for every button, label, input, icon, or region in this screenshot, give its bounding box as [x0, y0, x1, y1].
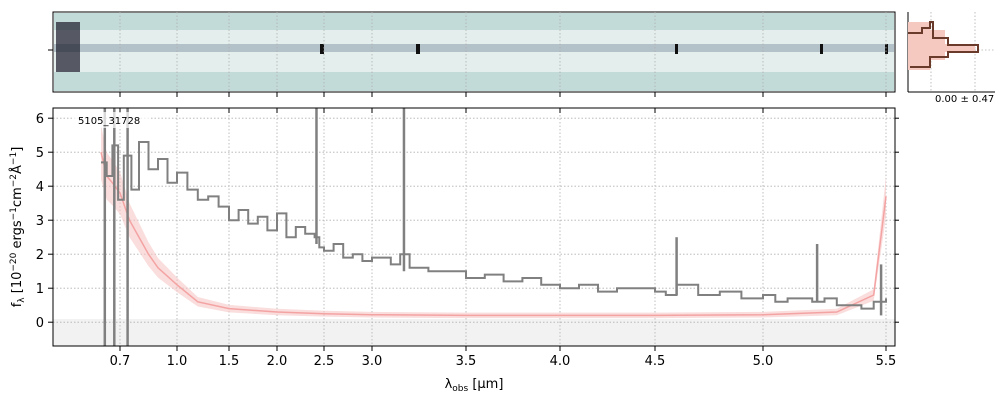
profile-stat-label: 0.00 ± 0.47 [935, 94, 994, 105]
x-tick-label: 3.5 [456, 354, 477, 369]
cutout-trace-core [54, 44, 894, 52]
cutout-emission-knot [820, 44, 823, 54]
spectrum-panel: 0.7 1.0 1.5 2.0 2.5 3.0 3.5 4.0 4.5 5.0 5.5 0 1 2 3 4 5… [36, 107, 899, 369]
spectrum-frame [52, 107, 896, 347]
y-ticks: 0 1 2 3 4 5 6 [36, 112, 899, 331]
x-tick-label: 1.0 [167, 354, 188, 369]
object-label-bg [72, 112, 150, 128]
cutout-panel [48, 11, 896, 97]
cutout-emission-knot [416, 44, 420, 54]
model-series-line [100, 152, 887, 317]
y-tick-label: 6 [36, 112, 44, 127]
profile-fill [908, 22, 975, 70]
profile-line [908, 21, 979, 68]
x-tick-label: 2.5 [314, 354, 335, 369]
cutout-stripes [54, 22, 894, 72]
x-tick-label: 2.0 [267, 354, 288, 369]
x-ticks: 0.7 1.0 1.5 2.0 2.5 3.0 3.5 4.0 4.5 5.0 5.5 [110, 108, 897, 369]
cutout-trace-band [54, 30, 894, 72]
object-label: 5105_31728 [78, 116, 140, 127]
y-tick-label: 2 [36, 248, 44, 263]
cutout-emission-knot [675, 44, 678, 54]
x-tick-label: 3.0 [362, 354, 383, 369]
y-axis-label: fλ [10−20 ergs−1cm−2Å−1] [9, 147, 27, 308]
profile-panel: 0.00 ± 0.47 [907, 12, 995, 105]
cutout-ticks [48, 12, 887, 97]
x-tick-label: 4.0 [550, 354, 571, 369]
x-tick-label: 1.5 [219, 354, 240, 369]
cutout-emission-knot [320, 44, 324, 54]
x-tick-label: 5.0 [753, 354, 774, 369]
zero-band [53, 319, 895, 346]
grid [53, 108, 895, 346]
y-tick-label: 5 [36, 146, 44, 161]
x-axis-label: λobs [μm] [445, 377, 504, 394]
y-tick-label: 0 [36, 316, 44, 331]
emission-spikes [103, 108, 883, 346]
y-tick-label: 1 [36, 282, 44, 297]
data-series-line [101, 141, 887, 310]
y-tick-label: 4 [36, 180, 44, 195]
x-tick-label: 0.7 [110, 354, 131, 369]
y-tick-label: 3 [36, 214, 44, 229]
x-tick-label: 4.5 [645, 354, 666, 369]
cutout-emission-knot [885, 44, 888, 54]
cutout-frame [52, 11, 896, 93]
x-tick-label: 5.5 [876, 354, 897, 369]
model-uncertainty-band [101, 125, 886, 319]
cutout-noise-block [56, 22, 80, 72]
